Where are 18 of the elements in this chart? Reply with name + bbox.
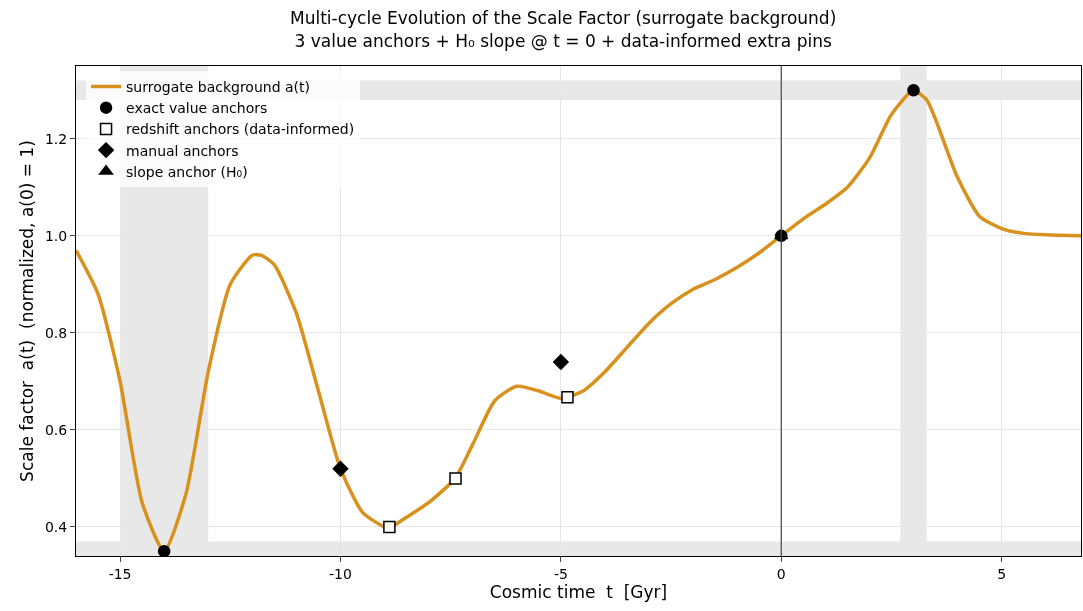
legend-label: redshift anchors (data-informed)	[126, 121, 355, 138]
y-tick-label: 1.2	[44, 130, 68, 147]
legend-label: slope anchor (H₀)	[126, 163, 248, 180]
y-axis-title: Scale factor a(t) (normalized, a(0) = 1)	[17, 140, 38, 482]
legend-label: exact value anchors	[126, 100, 268, 117]
x-tick-label: -5	[553, 565, 568, 582]
x-tick-label: -10	[329, 565, 352, 582]
legend-label: surrogate background a(t)	[126, 78, 311, 95]
x-tick-label: 5	[997, 565, 1007, 582]
chart-title: Multi-cycle Evolution of the Scale Factor (surrogate background) 3 value anchors + H₀ slope @ t = 0 + data-informed extra pins	[290, 8, 837, 51]
x-tick-label: 0	[776, 565, 786, 582]
y-tick-label: 0.8	[44, 324, 68, 341]
legend-label: manual anchors	[126, 142, 239, 159]
y-tick-label: 0.6	[44, 421, 68, 438]
x-axis-title: Cosmic time t [Gyr]	[489, 581, 668, 602]
y-tick-label: 1.0	[44, 227, 68, 244]
x-tick-label: -15	[108, 565, 132, 582]
y-tick-label: 0.4	[44, 518, 68, 535]
